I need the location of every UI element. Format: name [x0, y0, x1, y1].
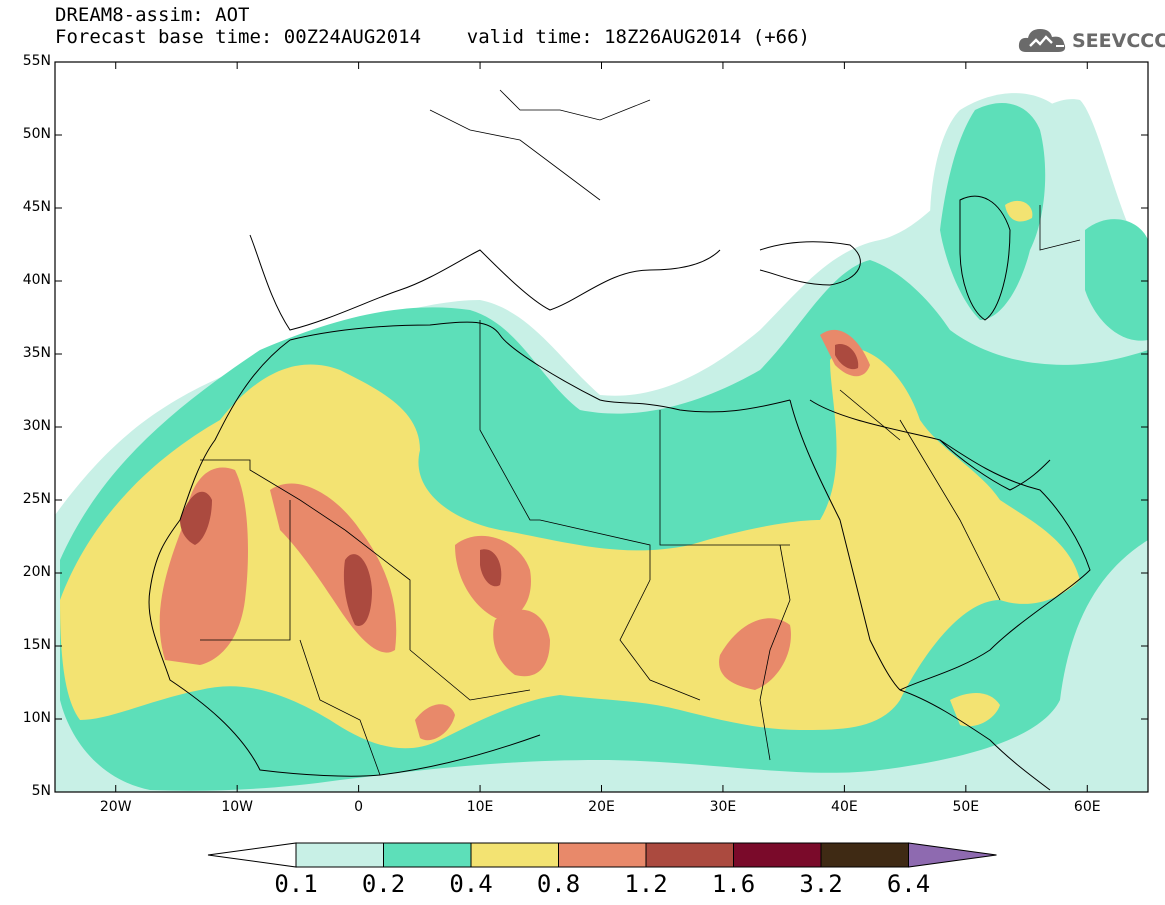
borders — [200, 89, 1081, 776]
border-line — [539, 519, 651, 580]
aot-band-1.2c — [480, 549, 502, 587]
colorbar-level-label: 0.4 — [449, 870, 493, 898]
aot-band-1.2d — [835, 344, 859, 370]
colorbar-segment — [558, 842, 647, 868]
seevccc-logo: SEEVCCC — [1016, 24, 1165, 60]
lat-tick-label: 45N — [22, 199, 51, 215]
logo-text: SEEVCCC — [1072, 30, 1165, 52]
lat-tick-label: 40N — [22, 272, 51, 288]
border-line — [1039, 205, 1081, 251]
colorbar-under-arrow — [207, 842, 297, 868]
lon-tick-label: 30E — [709, 799, 737, 815]
border-line — [479, 320, 540, 521]
border-line — [899, 419, 1001, 601]
colorbar-level-label: 0.2 — [361, 870, 406, 898]
aot-field — [55, 62, 1148, 792]
lat-tick-label: 55N — [22, 53, 51, 69]
border-line — [429, 109, 601, 201]
coastline-north-africa — [289, 321, 791, 413]
coastline-europe — [249, 234, 721, 331]
aot-band-0.4b — [950, 693, 1000, 727]
aot-band-1.2b — [343, 554, 372, 626]
border-line — [344, 529, 411, 650]
axis-ticks — [55, 61, 1148, 793]
lon-tick-label: 50E — [952, 799, 980, 815]
aot-band-0.4c — [1005, 200, 1033, 222]
aot-band-1.2 — [180, 491, 212, 545]
border-line — [200, 459, 346, 531]
aot-band-0.8 — [159, 467, 248, 665]
colorbar-segment — [820, 842, 909, 868]
colorbar-level-label: 6.4 — [886, 870, 931, 898]
aot-band-0.4 — [60, 348, 1080, 749]
aot-band-0.8d — [493, 609, 550, 677]
border-line — [659, 410, 790, 546]
lon-tick-label: 10W — [221, 799, 253, 815]
lat-tick-label: 10N — [22, 710, 51, 726]
coastline-black-sea — [759, 241, 861, 286]
colorbar-segment — [733, 842, 822, 868]
lon-tick-label: 60E — [1073, 799, 1101, 815]
cloud-icon — [1018, 29, 1066, 52]
colorbar-segment — [383, 842, 472, 868]
coastline-horn — [899, 689, 1051, 791]
coastline-red-sea — [789, 399, 901, 691]
aot-band-0.2c — [1085, 219, 1148, 341]
lat-tick-label: 30N — [22, 418, 51, 434]
colorbar-over-arrow — [908, 842, 997, 868]
lon-tick-label: 10E — [466, 799, 494, 815]
lon-tick-label: 20W — [99, 799, 132, 815]
coastline-persian-gulf — [939, 439, 1051, 491]
colorbar-level-label: 0.8 — [536, 870, 581, 898]
border-line — [839, 389, 901, 441]
colorbar-segment — [295, 842, 384, 868]
border-line — [759, 544, 791, 761]
coastline-arabia — [809, 399, 1091, 691]
border-line — [299, 639, 381, 776]
forecast-time-line: Forecast base time: 00Z24AUG2014 valid t… — [55, 26, 810, 48]
border-line — [409, 649, 531, 701]
colorbar-level-label: 1.6 — [711, 870, 756, 898]
aot-band-0.8f — [415, 704, 455, 741]
colorbar-segment — [470, 842, 559, 868]
border-line — [499, 89, 651, 121]
aot-band-0.2b — [940, 102, 1046, 320]
colorbar-segment — [645, 842, 734, 868]
lat-tick-label: 25N — [22, 491, 51, 507]
aot-band-0.8e — [719, 618, 791, 690]
lon-tick-label: 0 — [354, 799, 364, 815]
lon-tick-label: 40E — [831, 799, 858, 815]
chart-title: DREAM8-assim: AOT — [55, 4, 250, 26]
border-line — [200, 500, 291, 641]
border-line — [619, 579, 701, 701]
lat-tick-label: 20N — [22, 564, 51, 580]
coastline-caspian — [959, 195, 1011, 321]
coastlines — [148, 195, 1091, 791]
lat-tick-label: 15N — [22, 637, 51, 653]
colorbar-level-label: 0.1 — [274, 870, 318, 898]
colorbar-level-label: 3.2 — [799, 870, 843, 898]
lat-tick-label: 5N — [31, 783, 51, 799]
lat-tick-label: 35N — [22, 345, 51, 361]
colorbar-level-label: 1.2 — [624, 870, 668, 898]
lat-tick-label: 50N — [22, 126, 51, 142]
lon-tick-label: 20E — [588, 799, 615, 815]
